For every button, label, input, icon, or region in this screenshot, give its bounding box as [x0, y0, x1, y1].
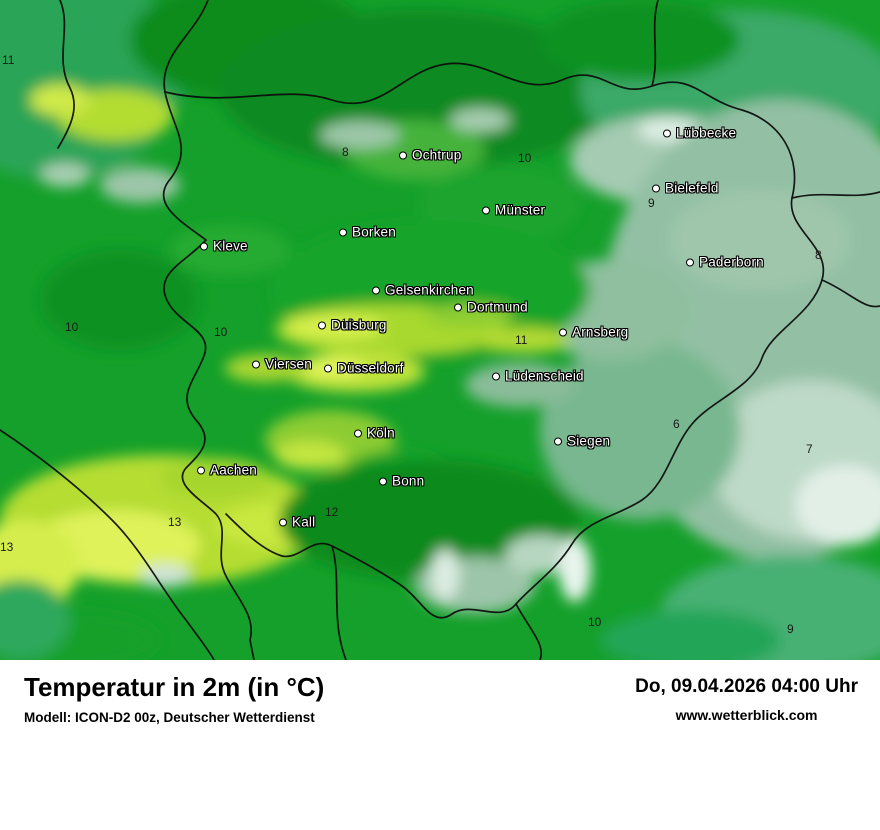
city-marker: Düsseldorf	[324, 361, 404, 376]
temperature-value-label: 9	[648, 196, 655, 210]
city-label: Kleve	[213, 238, 248, 254]
temperature-value-label: 12	[341, 316, 355, 330]
city-marker: Kleve	[200, 239, 248, 254]
city-marker: Duisburg	[318, 318, 387, 333]
city-marker: Lüdenscheid	[492, 369, 584, 384]
temperature-value-label: 13	[0, 540, 14, 554]
footer: Temperatur in 2m (in °C) Modell: ICON-D2…	[0, 660, 880, 830]
city-marker: Borken	[339, 225, 396, 240]
city-label: Arnsberg	[572, 324, 629, 340]
city-dot	[318, 321, 326, 329]
city-dot	[339, 228, 347, 236]
city-layer: Lübbecke Ochtrup Bielefeld Münster Borken Kle…	[197, 126, 764, 530]
city-dot	[399, 151, 407, 159]
temperature-value-label: 10	[588, 615, 602, 629]
temperature-number-layer: 11 8 10 9 8 10 10 12 11 6 7 13 13 12 10 9	[0, 53, 822, 636]
temperature-value-label: 7	[806, 442, 813, 456]
city-marker: Viersen	[252, 357, 312, 372]
website-label: www.wetterblick.com	[675, 707, 818, 723]
city-label: Viersen	[265, 356, 312, 372]
city-marker: Münster	[482, 203, 545, 218]
city-marker: Siegen	[554, 434, 610, 449]
city-label: Siegen	[567, 433, 611, 449]
temperature-field-svg	[0, 0, 880, 660]
page-title: Temperatur in 2m (in °C)	[24, 672, 325, 702]
city-dot	[652, 184, 660, 192]
city-marker: Bonn	[379, 474, 424, 489]
model-info: Modell: ICON-D2 00z, Deutscher Wetterdie…	[24, 710, 315, 725]
temperature-field-blobs	[0, 0, 880, 660]
city-dot	[372, 286, 380, 294]
city-label: Kall	[292, 514, 316, 530]
city-marker: Lübbecke	[663, 126, 736, 141]
city-marker: Kall	[279, 515, 315, 530]
city-marker: Dortmund	[454, 300, 528, 315]
city-dot	[559, 328, 567, 336]
city-dot	[324, 364, 332, 372]
city-dot	[663, 129, 671, 137]
city-dot	[252, 360, 260, 368]
city-marker: Paderborn	[686, 255, 764, 270]
temperature-value-label: 10	[518, 151, 532, 165]
city-marker: Köln	[354, 426, 395, 441]
city-label: Bielefeld	[665, 180, 719, 196]
city-label: Paderborn	[699, 254, 764, 270]
city-label: Lübbecke	[676, 125, 737, 141]
temperature-value-label: 11	[2, 53, 15, 67]
temperature-value-label: 12	[325, 505, 339, 519]
temperature-value-label: 9	[787, 622, 794, 636]
city-marker: Aachen	[197, 463, 257, 478]
city-marker: Gelsenkirchen	[372, 283, 474, 298]
city-dot	[197, 466, 205, 474]
forecast-datetime: Do, 09.04.2026 04:00 Uhr	[635, 676, 858, 697]
city-label: Borken	[352, 224, 396, 240]
city-dot	[492, 372, 500, 380]
city-label: Lüdenscheid	[505, 368, 584, 384]
city-label: Düsseldorf	[337, 360, 404, 376]
city-dot	[454, 303, 462, 311]
city-label: Münster	[495, 202, 546, 218]
temperature-value-label: 13	[168, 515, 182, 529]
temperature-map: 11 8 10 9 8 10 10 12 11 6 7 13 13 12 10 9 Lübbecke Ochtr…	[0, 0, 880, 660]
temperature-value-label: 8	[342, 145, 349, 159]
city-dot	[354, 429, 362, 437]
city-label: Köln	[367, 425, 395, 441]
city-marker: Bielefeld	[652, 181, 719, 196]
temperature-value-label: 10	[65, 320, 79, 334]
city-label: Aachen	[210, 462, 257, 478]
city-dot	[279, 518, 287, 526]
temperature-value-label: 10	[214, 325, 228, 339]
city-marker: Ochtrup	[399, 148, 461, 163]
temperature-value-label: 6	[673, 417, 680, 431]
city-label: Gelsenkirchen	[385, 282, 474, 298]
city-dot	[554, 437, 562, 445]
city-dot	[200, 242, 208, 250]
city-label: Dortmund	[467, 299, 528, 315]
temperature-value-label: 8	[815, 248, 822, 262]
temperature-value-label: 11	[515, 333, 528, 347]
city-dot	[686, 258, 694, 266]
city-label: Duisburg	[331, 317, 387, 333]
footer-right-column: Do, 09.04.2026 04:00 Uhr www.wetterblick…	[635, 676, 858, 723]
city-marker: Arnsberg	[559, 325, 628, 340]
city-label: Bonn	[392, 473, 425, 489]
city-label: Ochtrup	[412, 147, 462, 163]
city-dot	[379, 477, 387, 485]
city-dot	[482, 206, 490, 214]
state-borders	[0, 0, 880, 660]
